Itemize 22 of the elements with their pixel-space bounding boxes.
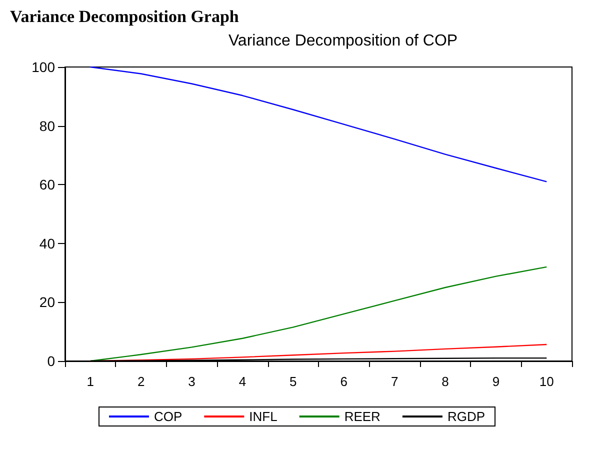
y-tick-label: 80 bbox=[39, 118, 56, 134]
y-tick-label: 20 bbox=[39, 294, 56, 310]
x-tick-label: 5 bbox=[290, 374, 297, 389]
x-tick-label: 9 bbox=[492, 374, 500, 389]
text: Variance Decomposition Graph bbox=[10, 7, 240, 26]
legend-label: COP bbox=[154, 409, 182, 424]
x-tick-label: 6 bbox=[340, 374, 348, 389]
x-tick-label: 4 bbox=[238, 374, 246, 389]
x-tick-label: 7 bbox=[390, 374, 398, 389]
legend-label: REER bbox=[344, 409, 380, 424]
y-tick-label: 100 bbox=[32, 59, 56, 75]
x-tick-label: 2 bbox=[137, 374, 145, 389]
x-tick-label: 8 bbox=[442, 374, 449, 389]
y-tick-label: 0 bbox=[47, 353, 56, 369]
y-tick-label: 60 bbox=[39, 176, 56, 193]
legend-label: INFL bbox=[249, 409, 278, 424]
x-tick-label: 1 bbox=[86, 374, 94, 389]
y-tick-label: 40 bbox=[39, 235, 56, 252]
chart-title: Variance Decomposition of COP bbox=[228, 32, 458, 50]
x-tick-label: 3 bbox=[188, 374, 196, 389]
legend-label: RGDP bbox=[447, 409, 486, 424]
x-tick-label: 10 bbox=[539, 374, 554, 389]
